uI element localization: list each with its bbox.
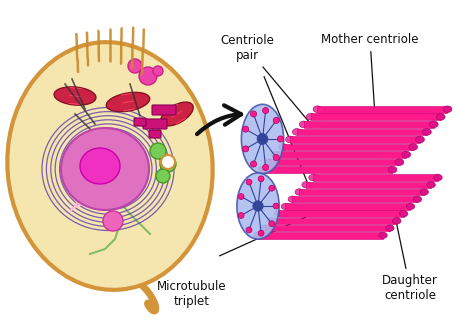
Circle shape	[246, 179, 252, 185]
FancyBboxPatch shape	[143, 119, 167, 129]
FancyBboxPatch shape	[152, 105, 176, 115]
Circle shape	[238, 194, 244, 200]
Ellipse shape	[313, 106, 322, 112]
Circle shape	[273, 203, 279, 209]
Polygon shape	[313, 174, 438, 181]
FancyBboxPatch shape	[149, 130, 161, 138]
FancyBboxPatch shape	[134, 118, 146, 126]
Ellipse shape	[409, 144, 418, 150]
Circle shape	[156, 169, 170, 183]
Ellipse shape	[54, 87, 96, 105]
Ellipse shape	[306, 113, 315, 120]
Ellipse shape	[265, 159, 274, 166]
Circle shape	[246, 227, 252, 233]
Circle shape	[250, 161, 256, 167]
Polygon shape	[310, 113, 441, 120]
Circle shape	[258, 230, 264, 236]
Ellipse shape	[422, 129, 431, 135]
Circle shape	[161, 155, 175, 169]
Circle shape	[150, 143, 166, 159]
Circle shape	[243, 146, 249, 152]
Ellipse shape	[254, 232, 262, 238]
Ellipse shape	[434, 174, 442, 181]
Ellipse shape	[427, 181, 436, 188]
Polygon shape	[263, 166, 392, 173]
Polygon shape	[290, 136, 420, 143]
Ellipse shape	[7, 42, 213, 290]
Circle shape	[263, 164, 269, 170]
Circle shape	[263, 108, 269, 114]
Ellipse shape	[406, 203, 415, 210]
Polygon shape	[304, 121, 434, 128]
Ellipse shape	[258, 166, 267, 173]
Polygon shape	[279, 211, 404, 217]
Circle shape	[103, 211, 123, 231]
Ellipse shape	[299, 121, 308, 128]
Text: Microtubule
triplet: Microtubule triplet	[157, 280, 227, 308]
Polygon shape	[299, 189, 424, 195]
Polygon shape	[297, 129, 427, 135]
Circle shape	[139, 67, 157, 85]
Ellipse shape	[388, 166, 397, 173]
Polygon shape	[306, 181, 431, 188]
Polygon shape	[276, 151, 406, 158]
Circle shape	[153, 66, 163, 76]
FancyArrowPatch shape	[197, 105, 241, 134]
Ellipse shape	[241, 104, 283, 174]
Ellipse shape	[302, 181, 310, 188]
Ellipse shape	[295, 189, 303, 195]
Ellipse shape	[309, 174, 317, 181]
Ellipse shape	[386, 225, 394, 231]
Ellipse shape	[281, 203, 290, 210]
Ellipse shape	[416, 136, 424, 143]
Ellipse shape	[80, 148, 120, 184]
Ellipse shape	[395, 159, 404, 166]
Polygon shape	[269, 159, 400, 166]
Ellipse shape	[436, 113, 445, 120]
Circle shape	[269, 221, 274, 227]
Polygon shape	[283, 144, 413, 150]
Ellipse shape	[443, 106, 452, 112]
Ellipse shape	[285, 136, 294, 143]
Ellipse shape	[288, 196, 297, 202]
Circle shape	[250, 111, 256, 117]
Circle shape	[257, 133, 268, 145]
Circle shape	[269, 185, 274, 191]
Ellipse shape	[106, 92, 150, 112]
Ellipse shape	[61, 128, 149, 210]
Text: Mother centriole: Mother centriole	[321, 33, 419, 113]
Ellipse shape	[161, 102, 193, 126]
Ellipse shape	[429, 121, 438, 128]
Text: Centriole
pair: Centriole pair	[220, 34, 313, 127]
Circle shape	[238, 213, 244, 218]
Ellipse shape	[392, 218, 401, 224]
Text: Daughter
centriole: Daughter centriole	[382, 219, 438, 302]
Ellipse shape	[402, 151, 410, 158]
Circle shape	[273, 117, 279, 123]
Circle shape	[128, 59, 142, 73]
Ellipse shape	[379, 232, 387, 238]
Ellipse shape	[261, 225, 269, 231]
Polygon shape	[265, 225, 390, 231]
Polygon shape	[292, 196, 418, 202]
Circle shape	[273, 155, 279, 161]
Polygon shape	[285, 203, 410, 210]
Polygon shape	[318, 106, 447, 112]
Circle shape	[277, 136, 283, 142]
Ellipse shape	[279, 144, 288, 150]
Circle shape	[243, 126, 249, 132]
Circle shape	[258, 176, 264, 182]
Polygon shape	[258, 232, 383, 238]
Ellipse shape	[400, 211, 408, 217]
Ellipse shape	[267, 218, 276, 224]
Circle shape	[253, 201, 263, 211]
Polygon shape	[272, 218, 397, 224]
Circle shape	[160, 156, 176, 172]
Ellipse shape	[420, 189, 428, 195]
Ellipse shape	[274, 211, 283, 217]
Ellipse shape	[292, 129, 301, 135]
Ellipse shape	[237, 173, 279, 239]
Ellipse shape	[413, 196, 421, 202]
Ellipse shape	[272, 151, 281, 158]
